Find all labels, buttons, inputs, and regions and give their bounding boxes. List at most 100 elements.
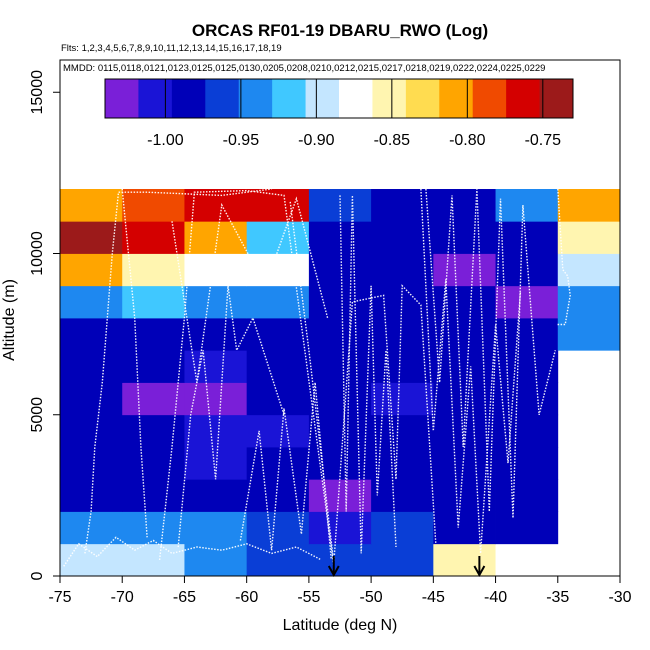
heatmap-cell [495,221,559,254]
colorbar-segment [138,79,173,118]
heatmap-cell [308,318,372,351]
heatmap-cell [60,285,123,319]
heatmap-cell [495,253,559,287]
heatmap-cell [246,253,310,287]
heatmap-cell [60,447,123,480]
heatmap-cell [557,253,621,287]
x-tick-label: -40 [484,589,507,606]
heatmap-cell [308,414,372,448]
colorbar-tick-label: -1.00 [147,132,184,149]
heatmap-cell [184,382,248,416]
colorbar-segment [506,79,540,118]
heatmap-cell [308,382,372,416]
x-tick-label: -60 [235,589,258,606]
heatmap-cell [433,543,496,577]
heatmap-cell [433,318,496,351]
heatmap-cell [60,350,123,383]
heatmap-cell [246,318,310,351]
heatmap-cell [433,447,496,480]
heatmap-cell [433,285,496,319]
heatmap-cell [122,414,185,448]
heatmap-cell [60,511,123,545]
x-tick-label: -35 [546,589,569,606]
flight-tracks [63,188,571,567]
heatmap-cell [308,350,372,383]
heatmap-cell [60,479,123,512]
colorbar-tick-label: -0.75 [525,132,562,149]
colorbar-segment [339,79,373,118]
heatmap-cell [122,221,185,254]
heatmap-cell [495,318,559,351]
latitude-markers [327,556,486,578]
heatmap-cell [122,350,185,383]
flight-track [556,188,571,326]
heatmap-cell [371,253,434,287]
y-tick-label: 15000 [29,70,46,115]
heatmap-cell [246,511,310,545]
marker-arrow-head [473,565,486,578]
heatmap-cell [495,285,559,319]
colorbar: -1.00 -0.95 -0.90 -0.85 -0.80 -0.75 [104,78,574,149]
colorbar-tick-label: -0.80 [449,132,486,149]
heatmap-cell [495,350,559,383]
heatmap-cell [60,382,123,416]
heatmap-cell [184,414,248,448]
heatmap-cell [495,479,559,512]
heatmap-cell [433,189,496,222]
colorbar-segment [472,79,507,118]
colorbar-segment [205,79,240,118]
heatmap-cell [371,414,434,448]
mmdd-label: MMDD: 0115,0118,0121,0123,0125,0125,0130… [63,63,545,74]
flight-track [239,382,332,560]
heatmap-cell [433,253,496,287]
heatmap-cell [308,285,372,319]
heatmap-cell [184,253,248,287]
colorbar-segment [238,79,273,118]
heatmap-cell [371,382,434,416]
heatmap-cell [495,543,559,577]
heatmap-cell [122,318,185,351]
heatmap-cell [371,350,434,383]
heatmap-cell [433,479,496,512]
y-axis-label: Altitude (m) [1,279,18,361]
colorbar-segment [272,79,306,118]
y-axis: 0 5000 10000 15000 [29,70,60,580]
heatmap-cell [495,511,559,545]
x-tick-label: -70 [111,589,134,606]
flight-track [63,536,322,567]
heatmap-cell [60,414,123,448]
marker-arrow-head [327,565,340,578]
heatmap-cell [184,479,248,512]
x-axis-label: Latitude (deg N) [283,617,398,634]
flight-track [289,201,437,564]
heatmap-cell [122,382,185,416]
heatmap-cell [246,189,310,222]
heatmap-cell [184,285,248,319]
colorbar-tick-label: -0.90 [298,132,335,149]
colorbar-segment [171,79,206,118]
heatmap-cell [60,189,123,222]
heatmap-cell [122,543,185,577]
heatmap-cell [557,285,621,319]
colorbar-tick-label: -0.95 [223,132,260,149]
colorbar-segment [305,79,340,118]
heatmap-cell [433,221,496,254]
heatmap-cell [246,543,310,577]
x-tick-label: -50 [360,589,383,606]
heatmap-cell [308,479,372,512]
x-axis: -75 -70 -65 -60 -55 -50 -45 -40 -35 -30 [48,576,632,606]
heatmap-cell [557,189,621,222]
y-tick-label: 0 [29,571,46,580]
heatmap-cell [184,350,248,383]
heatmap-cell [122,447,185,480]
y-tick-label: 5000 [29,397,46,433]
colorbar-segment [439,79,474,118]
heatmap-cell [308,253,372,287]
heatmap-cell [60,221,123,254]
x-tick-label: -75 [48,589,71,606]
heatmap-cell [495,189,559,222]
heatmap-cell [122,511,185,545]
heatmap-cell [246,479,310,512]
flight-track [121,188,148,538]
